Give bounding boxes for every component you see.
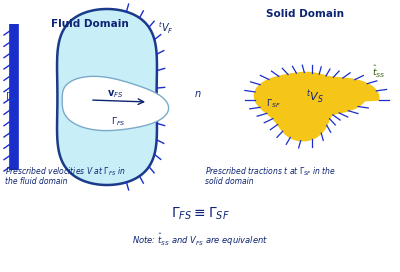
- Text: Prescribed tractions t at $\Gamma_{SF}$ in the: Prescribed tractions t at $\Gamma_{SF}$ …: [205, 166, 336, 178]
- Text: $\Gamma_{FS}$: $\Gamma_{FS}$: [111, 116, 125, 128]
- Text: Solid Domain: Solid Domain: [266, 9, 344, 19]
- Text: Fluid Domain: Fluid Domain: [51, 19, 129, 29]
- Text: $^tV_S$: $^tV_S$: [306, 88, 324, 106]
- Text: $\mathbf{v}_{FS}$: $\mathbf{v}_{FS}$: [107, 88, 123, 100]
- Text: the fluid domain: the fluid domain: [5, 178, 68, 187]
- Text: $n$: $n$: [194, 89, 202, 99]
- Text: $^tV_F$: $^tV_F$: [158, 20, 174, 36]
- Text: $\Gamma_v$: $\Gamma_v$: [5, 90, 17, 104]
- Polygon shape: [57, 9, 157, 185]
- Text: $\hat{t}_{SS}$: $\hat{t}_{SS}$: [372, 64, 386, 80]
- Polygon shape: [62, 76, 169, 131]
- Text: $\Gamma_{SF}$: $\Gamma_{SF}$: [266, 98, 280, 110]
- Polygon shape: [254, 72, 379, 141]
- Text: Prescribed velocities V at $\Gamma_{FS}$ in: Prescribed velocities V at $\Gamma_{FS}$…: [5, 166, 126, 178]
- Text: Note: $\hat{t}_{SS}$ and $V_{FS}$ are equivalent: Note: $\hat{t}_{SS}$ and $V_{FS}$ are eq…: [132, 232, 268, 248]
- Text: $\Gamma_{FS} \equiv \Gamma_{SF}$: $\Gamma_{FS} \equiv \Gamma_{SF}$: [170, 206, 230, 222]
- Text: solid domain: solid domain: [205, 178, 254, 187]
